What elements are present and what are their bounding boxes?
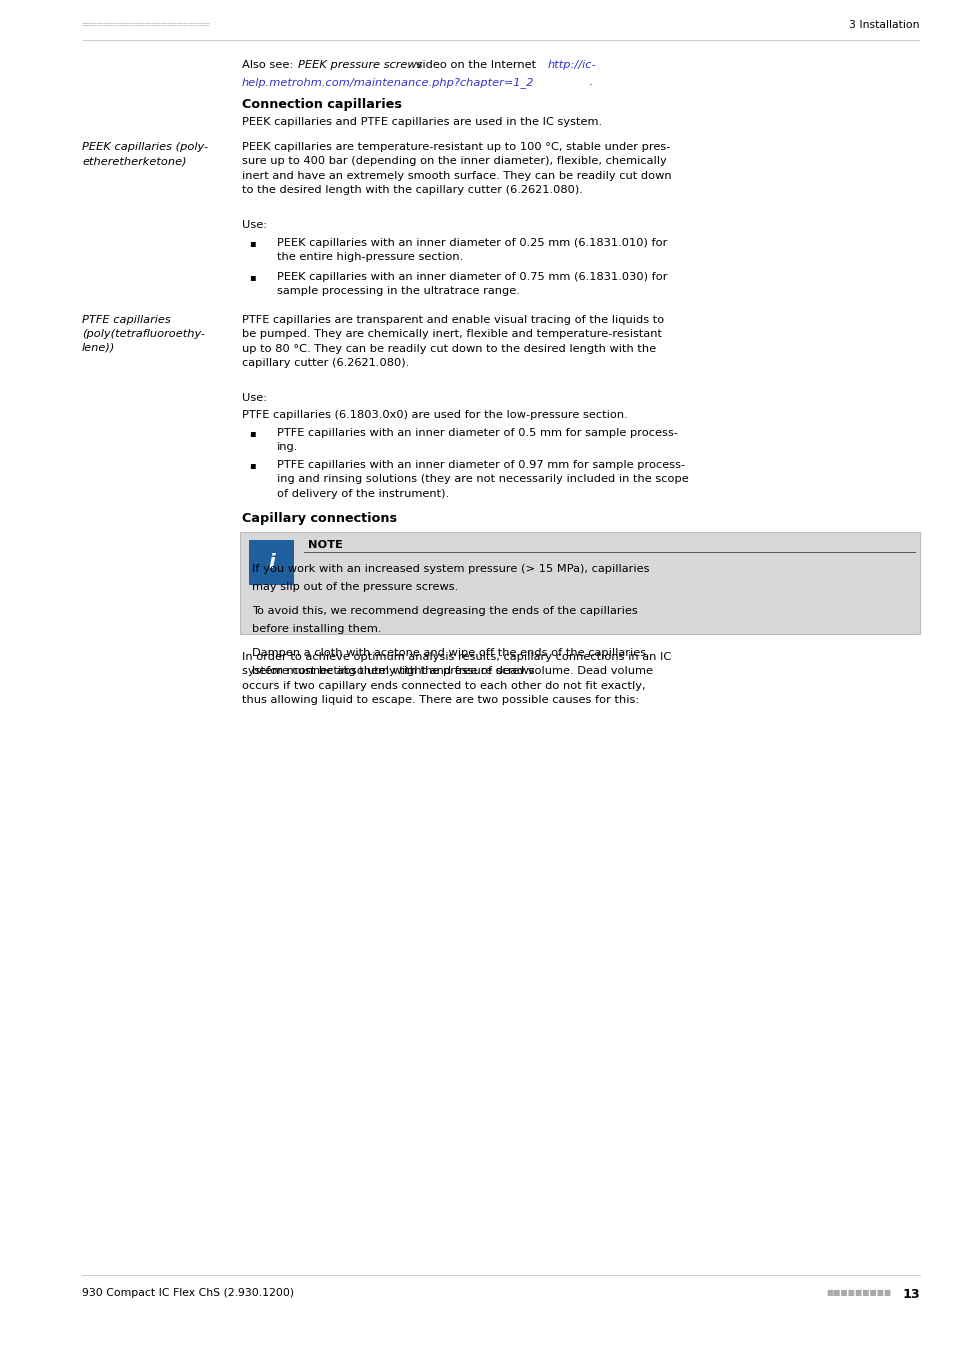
Text: Connection capillaries: Connection capillaries	[242, 99, 401, 111]
Text: before installing them.: before installing them.	[252, 624, 381, 633]
Text: video on the Internet: video on the Internet	[411, 59, 538, 70]
Text: 13: 13	[902, 1288, 919, 1301]
Text: 930 Compact IC Flex ChS (2.930.1200): 930 Compact IC Flex ChS (2.930.1200)	[82, 1288, 294, 1297]
Text: PEEK pressure screws: PEEK pressure screws	[297, 59, 421, 70]
Text: PTFE capillaries (6.1803.0x0) are used for the low-pressure section.: PTFE capillaries (6.1803.0x0) are used f…	[242, 410, 627, 420]
Text: may slip out of the pressure screws.: may slip out of the pressure screws.	[252, 582, 457, 591]
Text: ▪: ▪	[249, 271, 255, 282]
Text: 3 Installation: 3 Installation	[848, 20, 919, 30]
Text: Use:: Use:	[242, 393, 267, 404]
Text: PEEK capillaries (poly-
etheretherketone): PEEK capillaries (poly- etheretherketone…	[82, 142, 208, 166]
Text: PTFE capillaries are transparent and enable visual tracing of the liquids to
be : PTFE capillaries are transparent and ena…	[242, 315, 663, 369]
Text: Capillary connections: Capillary connections	[242, 512, 396, 525]
Text: before connecting them with the pressure screws.: before connecting them with the pressure…	[252, 666, 537, 675]
Text: ▪: ▪	[249, 460, 255, 470]
Text: PEEK capillaries are temperature-resistant up to 100 °C, stable under pres-
sure: PEEK capillaries are temperature-resista…	[242, 142, 671, 196]
Text: PEEK capillaries and PTFE capillaries are used in the IC system.: PEEK capillaries and PTFE capillaries ar…	[242, 117, 601, 127]
FancyBboxPatch shape	[249, 540, 294, 585]
Text: ▪: ▪	[249, 428, 255, 437]
Text: ■■■■■■■■■: ■■■■■■■■■	[826, 1288, 891, 1297]
Text: ▪: ▪	[249, 238, 255, 248]
Text: To avoid this, we recommend degreasing the ends of the capillaries: To avoid this, we recommend degreasing t…	[252, 606, 638, 616]
Text: In order to achieve optimum analysis results, capillary connections in an IC
sys: In order to achieve optimum analysis res…	[242, 652, 671, 705]
Text: Use:: Use:	[242, 220, 267, 230]
Text: PTFE capillaries with an inner diameter of 0.5 mm for sample process-
ing.: PTFE capillaries with an inner diameter …	[276, 428, 678, 452]
Text: ========================: ========================	[82, 20, 211, 30]
Text: NOTE: NOTE	[308, 540, 342, 549]
Text: PTFE capillaries
(poly(tetrafluoroethy-
lene)): PTFE capillaries (poly(tetrafluoroethy- …	[82, 315, 205, 352]
Text: PEEK capillaries with an inner diameter of 0.75 mm (6.1831.030) for
sample proce: PEEK capillaries with an inner diameter …	[276, 271, 667, 297]
Text: http://ic-: http://ic-	[547, 59, 596, 70]
FancyBboxPatch shape	[240, 532, 919, 634]
Text: PTFE capillaries with an inner diameter of 0.97 mm for sample process-
ing and r: PTFE capillaries with an inner diameter …	[276, 460, 688, 498]
Text: i: i	[268, 554, 274, 572]
Text: PEEK capillaries with an inner diameter of 0.25 mm (6.1831.010) for
the entire h: PEEK capillaries with an inner diameter …	[276, 238, 667, 262]
Text: Dampen a cloth with acetone and wipe off the ends of the capillaries: Dampen a cloth with acetone and wipe off…	[252, 648, 645, 657]
Text: Also see:: Also see:	[242, 59, 296, 70]
Text: help.metrohm.com/maintenance.php?chapter=1_2: help.metrohm.com/maintenance.php?chapter…	[242, 77, 534, 88]
Text: If you work with an increased system pressure (> 15 MPa), capillaries: If you work with an increased system pre…	[252, 564, 649, 574]
Text: .: .	[588, 77, 592, 86]
